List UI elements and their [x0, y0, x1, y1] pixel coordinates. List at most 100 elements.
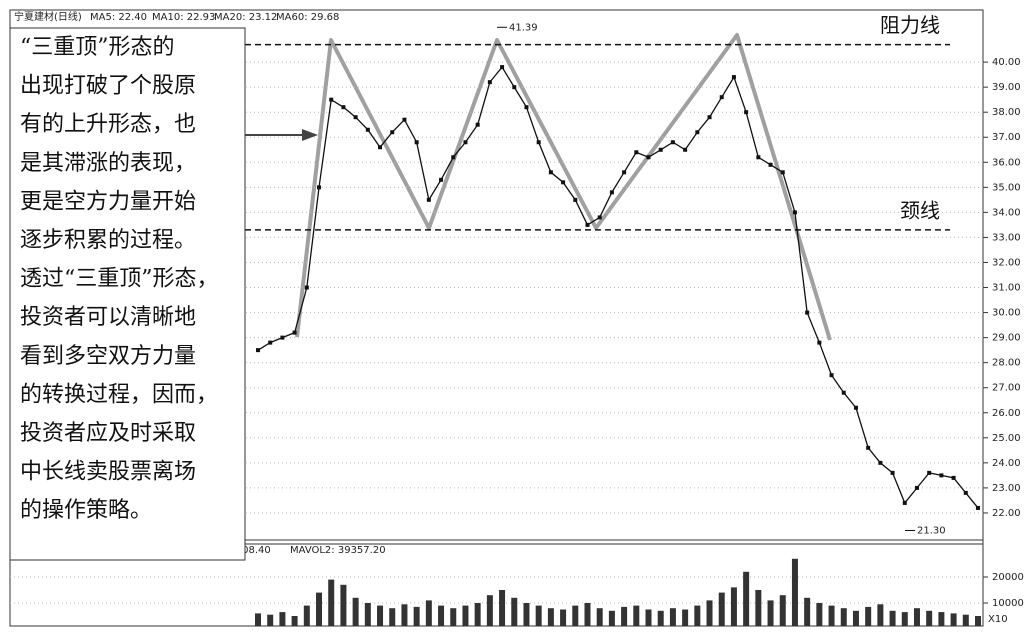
volume-bar	[584, 602, 591, 626]
price-point	[829, 373, 834, 378]
volume-bar	[316, 592, 323, 626]
volume-bar	[950, 613, 957, 626]
price-point	[670, 140, 675, 145]
price-point	[365, 127, 370, 132]
volume-bar	[572, 605, 579, 626]
price-point	[622, 170, 627, 175]
price-point	[548, 170, 553, 175]
annotation-label: 21.30	[917, 525, 946, 536]
indicator: MA5: 22.40	[90, 12, 147, 23]
volume-bar	[328, 579, 335, 626]
volume-bar	[901, 612, 908, 626]
arrow-head	[302, 129, 318, 141]
y-tick-label: 40.00	[992, 57, 1021, 68]
volume-bar	[596, 608, 603, 626]
volume-bar	[840, 608, 847, 626]
y-tick-label: 31.00	[992, 283, 1021, 294]
box-line: 的操作策略。	[20, 498, 152, 523]
volume-bar	[474, 602, 481, 626]
annotation-label: 41.39	[509, 22, 538, 33]
indicator: MA10: 22.93	[152, 12, 215, 23]
volume-bar	[828, 605, 835, 626]
volume-bar	[462, 605, 469, 626]
price-point	[963, 490, 968, 495]
volume-bar	[657, 610, 664, 626]
price-point	[707, 115, 712, 120]
indicator: MA60: 29.68	[276, 12, 339, 23]
volume-bar	[682, 609, 689, 626]
price-point	[451, 155, 456, 160]
volume-bar	[755, 589, 762, 626]
box-frame	[9, 27, 246, 561]
box-line: 看到多空双方力量	[20, 344, 196, 369]
price-point	[683, 147, 688, 152]
price-point	[646, 155, 651, 160]
y-tick-label: 36.00	[992, 157, 1021, 168]
y-tick-label: 26.00	[992, 408, 1021, 419]
unit-label: X10	[988, 614, 1008, 625]
y-tick-label: 22.00	[992, 508, 1021, 519]
box-line: 中长线卖股票离场	[20, 460, 196, 485]
volume-bar	[377, 605, 384, 626]
price-point	[878, 460, 883, 465]
price-point	[463, 140, 468, 145]
price-point	[341, 105, 346, 110]
price-point	[805, 310, 810, 315]
volume-bar	[291, 615, 298, 626]
price-point	[317, 185, 322, 190]
volume-bar	[303, 605, 310, 626]
volume-bar	[425, 600, 432, 626]
y-tick-label: 35.00	[992, 182, 1021, 193]
price-point	[939, 473, 944, 478]
volume-bar	[608, 610, 615, 626]
volume-bar	[535, 605, 542, 626]
volume-bar	[975, 615, 981, 626]
volume-bar	[511, 597, 518, 626]
volume-bar	[730, 587, 737, 626]
volume-bar	[962, 614, 969, 626]
price-point	[524, 105, 529, 110]
box-line: “三重顶”形态的	[20, 35, 175, 60]
y-tick-label: 33.00	[992, 232, 1021, 243]
volume-bar	[352, 597, 359, 626]
volume-bar	[389, 608, 396, 626]
volume-bar	[340, 584, 347, 626]
price-point	[841, 390, 846, 395]
price-point	[731, 75, 736, 80]
price-point	[890, 470, 895, 475]
y-tick-label: 23.00	[992, 483, 1021, 494]
volume-bar	[450, 608, 457, 626]
volume-bar	[852, 610, 859, 626]
volume-bar	[743, 571, 750, 626]
volume-bar	[889, 610, 896, 626]
y-tick-label: 34.00	[992, 207, 1021, 218]
price-point	[268, 340, 273, 345]
indicator: MAVOL2: 39357.20	[290, 545, 386, 556]
volume-bar	[621, 606, 628, 626]
volume-bar	[669, 608, 676, 626]
volume-bar	[865, 606, 872, 626]
pattern-line	[295, 33, 832, 341]
volume-bar	[645, 609, 652, 626]
volume-bar	[633, 605, 640, 626]
price-point	[402, 117, 407, 122]
volume-bar	[267, 614, 274, 626]
price-point	[256, 348, 260, 353]
price-point	[792, 210, 797, 215]
volume-bar	[486, 595, 493, 626]
volume-bar	[694, 605, 701, 626]
volume-bar	[926, 610, 933, 626]
volume-bar	[767, 600, 774, 626]
reference-label: 颈线	[900, 198, 940, 222]
volume-bar	[547, 608, 554, 626]
price-point	[768, 162, 773, 167]
volume-bar	[364, 602, 371, 626]
price-point	[902, 500, 907, 505]
box-line: 逐步积累的过程。	[20, 228, 196, 253]
price-point	[927, 470, 932, 475]
volume-bar	[560, 609, 567, 626]
y-tick-label: 32.00	[992, 257, 1021, 268]
price-point	[292, 330, 297, 335]
